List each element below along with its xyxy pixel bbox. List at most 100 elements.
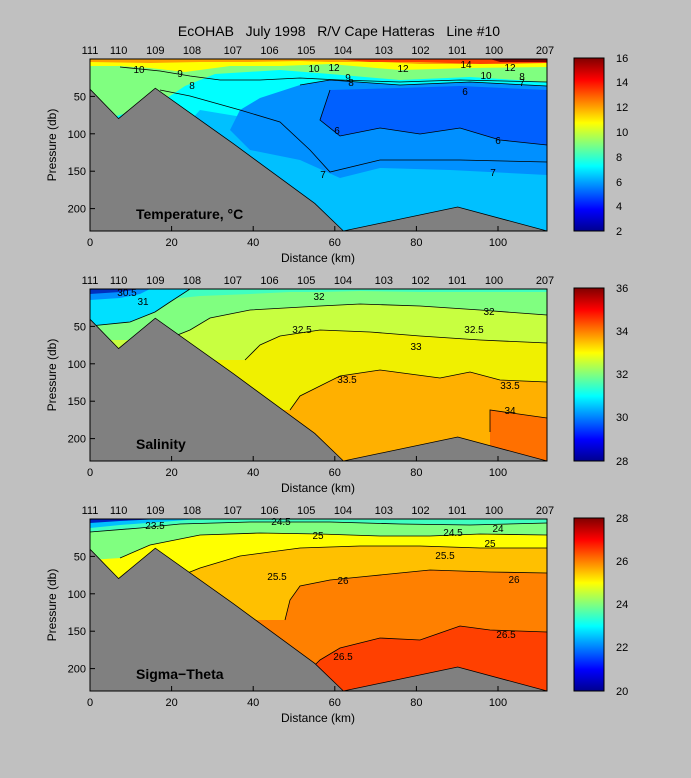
y-tick-label: 200 — [68, 434, 86, 446]
contour-label: 26 — [508, 575, 520, 586]
station-label: 110 — [110, 275, 128, 287]
station-label: 207 — [536, 275, 554, 287]
contour-label: 32 — [483, 307, 495, 318]
station-label: 108 — [183, 505, 201, 517]
station-label: 105 — [297, 505, 315, 517]
contour-label: 7 — [519, 78, 525, 89]
salinity-panel-label: Salinity — [136, 436, 186, 452]
y-tick-label: 50 — [74, 551, 86, 563]
y-tick-label: 200 — [68, 664, 86, 676]
temperature-y-ticks: 50 100 150 200 — [68, 91, 95, 216]
sigma-theta-panel: 0 20 40 60 80 100 50 100 150 200 111 110… — [45, 505, 628, 725]
contour-label: 12 — [397, 64, 409, 75]
contour-label: 34 — [504, 406, 516, 417]
sigma-theta-colorbar: 20 22 24 26 28 — [573, 513, 628, 698]
station-label: 107 — [224, 505, 242, 517]
colorbar-tick-label: 36 — [616, 283, 628, 295]
x-tick-label: 100 — [489, 237, 507, 249]
station-label: 100 — [485, 45, 503, 57]
temperature-colorbar: 2 4 6 8 10 12 14 16 — [573, 53, 628, 238]
contour-label: 7 — [320, 170, 326, 181]
colorbar-tick-label: 32 — [616, 369, 628, 381]
contour-label: 24.5 — [271, 517, 291, 528]
colorbar-tick-label: 12 — [616, 102, 628, 114]
x-tick-label: 20 — [165, 467, 177, 479]
salinity-contour-labels: 30.5 31 32 32 32.5 32.5 33 33.5 33.5 34 — [117, 288, 520, 417]
station-label: 102 — [411, 505, 429, 517]
station-label: 105 — [297, 275, 315, 287]
salinity-station-labels: 111 110 109 108 107 106 105 104 103 102 … — [82, 275, 555, 287]
salinity-y-axis-label: Pressure (db) — [45, 339, 59, 412]
sigma-theta-x-axis-label: Distance (km) — [281, 711, 355, 725]
temperature-x-ticks: 0 20 40 60 80 100 — [87, 226, 507, 249]
contour-label: 26 — [337, 576, 349, 587]
temperature-x-axis-label: Distance (km) — [281, 251, 355, 265]
contour-label: 12 — [328, 63, 340, 74]
station-label: 107 — [224, 45, 242, 57]
contour-label: 10 — [133, 65, 145, 76]
contour-label: 32.5 — [464, 325, 484, 336]
y-tick-label: 150 — [68, 626, 86, 638]
x-tick-label: 80 — [410, 697, 422, 709]
colorbar-tick-label: 16 — [616, 53, 628, 65]
x-tick-label: 0 — [87, 697, 93, 709]
station-label: 102 — [411, 45, 429, 57]
contour-label: 9 — [177, 69, 183, 80]
colorbar-tick-label: 30 — [616, 412, 628, 424]
station-label: 111 — [82, 505, 99, 517]
colorbar-tick-label: 22 — [616, 642, 628, 654]
station-label: 109 — [146, 45, 164, 57]
station-label: 106 — [260, 45, 278, 57]
x-tick-label: 40 — [247, 237, 259, 249]
station-label: 105 — [297, 45, 315, 57]
x-tick-label: 100 — [489, 467, 507, 479]
station-label: 104 — [334, 275, 352, 287]
contour-label: 25 — [484, 539, 496, 550]
colorbar-tick-label: 20 — [616, 686, 628, 698]
station-label: 107 — [224, 275, 242, 287]
salinity-colorbar: 28 30 32 34 36 — [573, 283, 628, 468]
x-tick-label: 40 — [247, 467, 259, 479]
y-tick-label: 150 — [68, 166, 86, 178]
x-tick-label: 60 — [329, 467, 341, 479]
station-label: 108 — [183, 275, 201, 287]
contour-label: 24.5 — [443, 528, 463, 539]
station-label: 207 — [536, 505, 554, 517]
colorbar-tick-label: 28 — [616, 456, 628, 468]
contour-label: 26.5 — [496, 630, 516, 641]
temperature-y-axis-label: Pressure (db) — [45, 109, 59, 182]
contour-label: 31 — [137, 297, 149, 308]
contour-label: 9 — [345, 73, 351, 84]
colorbar-tick-label: 28 — [616, 513, 628, 525]
y-tick-label: 50 — [74, 91, 86, 103]
x-tick-label: 20 — [165, 697, 177, 709]
temperature-panel-label: Temperature, °C — [136, 206, 243, 222]
y-tick-label: 50 — [74, 321, 86, 333]
station-label: 103 — [375, 505, 393, 517]
contour-label: 32.5 — [292, 325, 312, 336]
salinity-y-ticks: 50 100 150 200 — [68, 321, 95, 446]
station-label: 106 — [260, 275, 278, 287]
contour-label: 33.5 — [500, 381, 520, 392]
sigma-theta-contour-labels: 23.5 24.5 25 24.5 24 25 25.5 25.5 26 26 … — [145, 517, 520, 663]
colorbar-tick-label: 10 — [616, 127, 628, 139]
temperature-contour-labels: 10 9 8 10 12 9 8 12 14 10 12 8 7 6 6 6 7… — [133, 60, 525, 181]
colorbar-tick-label: 4 — [616, 201, 622, 213]
x-tick-label: 80 — [410, 237, 422, 249]
x-tick-label: 100 — [489, 697, 507, 709]
temperature-station-labels: 111 110 109 108 107 106 105 104 103 102 … — [82, 45, 555, 57]
colorbar-tick-label: 6 — [616, 177, 622, 189]
contour-label: 33 — [410, 342, 422, 353]
station-label: 109 — [146, 275, 164, 287]
station-label: 108 — [183, 45, 201, 57]
contour-label: 26.5 — [333, 652, 353, 663]
contour-label: 12 — [504, 63, 516, 74]
y-tick-label: 150 — [68, 396, 86, 408]
colorbar-tick-label: 24 — [616, 599, 628, 611]
colorbar-tick-label: 34 — [616, 326, 628, 338]
contour-label: 25 — [312, 531, 324, 542]
contour-label: 32 — [313, 292, 325, 303]
sigma-theta-y-axis-label: Pressure (db) — [45, 569, 59, 642]
station-label: 102 — [411, 275, 429, 287]
